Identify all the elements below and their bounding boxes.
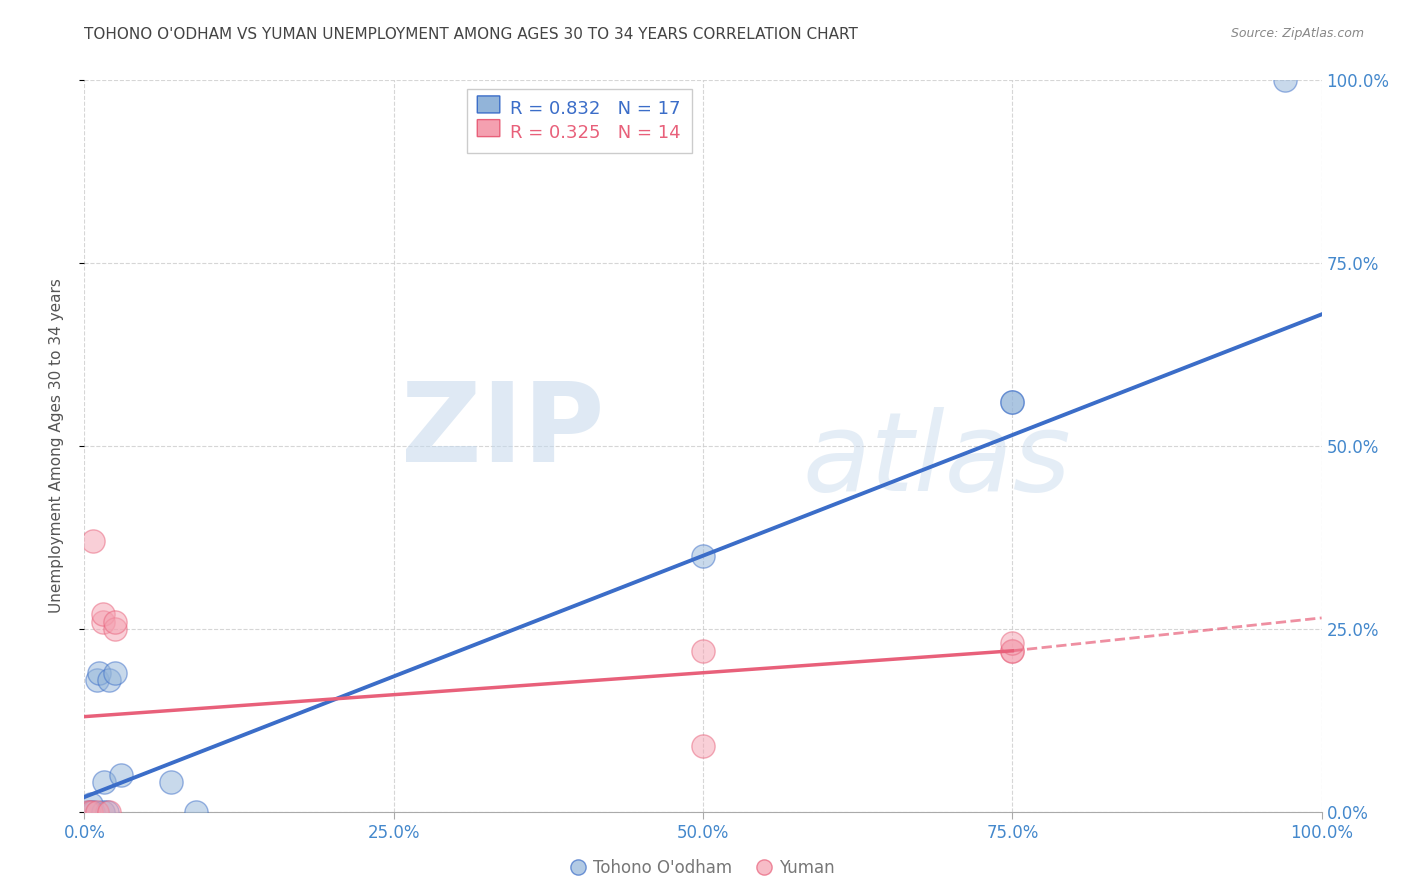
Point xyxy=(1274,73,1296,87)
Y-axis label: Unemployment Among Ages 30 to 34 years: Unemployment Among Ages 30 to 34 years xyxy=(49,278,63,614)
Point xyxy=(104,622,127,636)
Point xyxy=(89,665,111,680)
Point xyxy=(79,805,101,819)
Point xyxy=(692,739,714,753)
Point xyxy=(82,534,104,549)
Point xyxy=(104,665,127,680)
Point xyxy=(110,768,132,782)
Point xyxy=(91,615,114,629)
Point xyxy=(1001,395,1024,409)
Text: TOHONO O'ODHAM VS YUMAN UNEMPLOYMENT AMONG AGES 30 TO 34 YEARS CORRELATION CHART: TOHONO O'ODHAM VS YUMAN UNEMPLOYMENT AMO… xyxy=(84,27,858,42)
Point xyxy=(692,549,714,563)
Point xyxy=(96,805,118,819)
Point xyxy=(104,615,127,629)
Point xyxy=(692,644,714,658)
Point xyxy=(98,673,121,687)
Legend: Tohono O'odham, Yuman: Tohono O'odham, Yuman xyxy=(565,853,841,884)
Point xyxy=(1001,644,1024,658)
Point xyxy=(77,805,100,819)
Point xyxy=(91,805,114,819)
Point xyxy=(184,805,207,819)
Text: Source: ZipAtlas.com: Source: ZipAtlas.com xyxy=(1230,27,1364,40)
Point xyxy=(1001,395,1024,409)
Text: ZIP: ZIP xyxy=(401,378,605,485)
Point xyxy=(93,775,115,789)
Point xyxy=(91,607,114,622)
Point xyxy=(1001,636,1024,650)
Point xyxy=(79,797,101,812)
Point xyxy=(160,775,183,789)
Point xyxy=(79,805,101,819)
Point xyxy=(86,805,108,819)
Point xyxy=(82,805,104,819)
Point xyxy=(1001,644,1024,658)
Text: atlas: atlas xyxy=(801,407,1070,514)
Point xyxy=(86,673,108,687)
Point xyxy=(98,805,121,819)
